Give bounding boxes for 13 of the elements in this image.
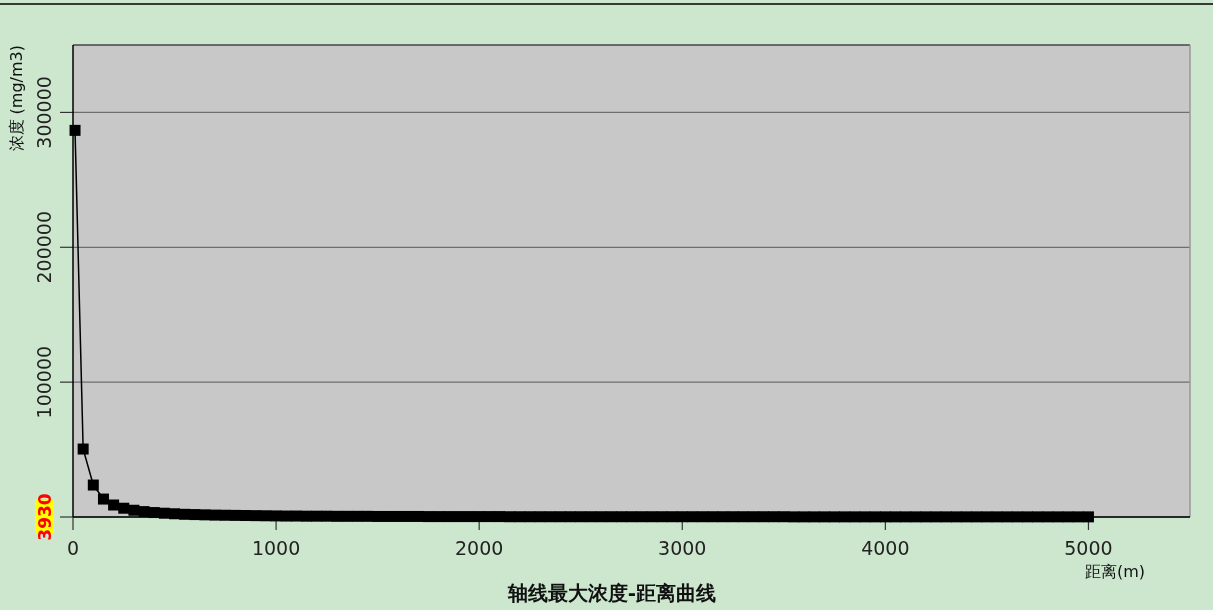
x-axis-title: 距离(m) <box>1085 562 1146 581</box>
text: 轴线最大浓度-距离曲线 <box>506 581 717 605</box>
y-tick-label: 300000 <box>33 76 55 149</box>
y-tick-label: 200000 <box>33 211 55 284</box>
x-tick-label: 4000 <box>861 537 910 559</box>
x-tick-label: 0 <box>66 537 80 559</box>
y-tick-label: 100000 <box>33 345 55 419</box>
text: 3930 <box>35 493 55 541</box>
x-tick-label: 2000 <box>455 537 504 559</box>
x-tick-label: 1000 <box>251 537 301 559</box>
x-tick-label: 3000 <box>658 537 707 559</box>
x-tick-label: 5000 <box>1064 537 1113 559</box>
y-axis-title: 浓度 (mg/m3) <box>7 45 26 152</box>
